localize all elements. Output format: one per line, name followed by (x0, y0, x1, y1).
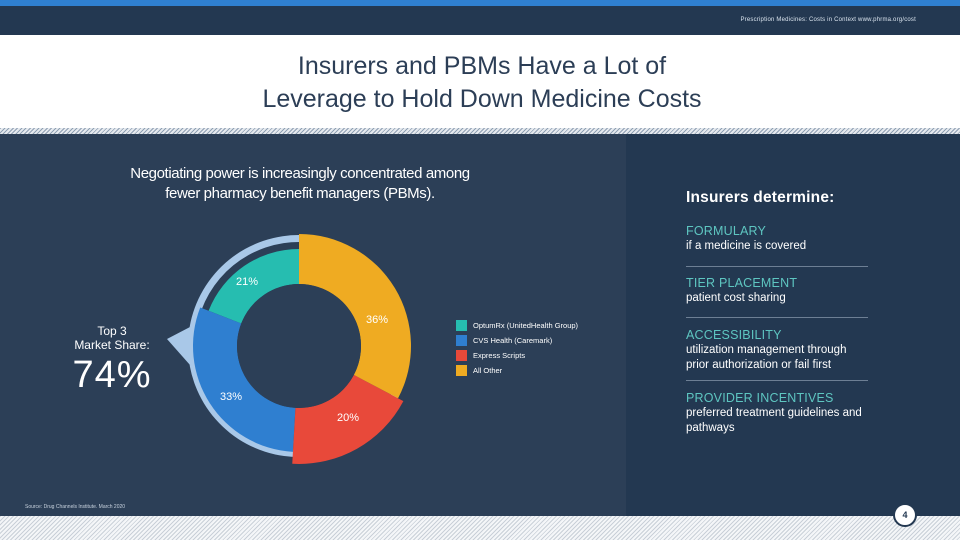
title-line-1: Insurers and PBMs Have a Lot of (297, 52, 667, 80)
item-provider-incentives: PROVIDER INCENTIVES preferred treatment … (686, 391, 868, 436)
legend-label: Express Scripts (473, 351, 526, 360)
header-strip (0, 6, 960, 35)
legend-item-express-scripts: Express Scripts (456, 348, 578, 363)
footer-hatch (0, 516, 960, 540)
item-description: if a medicine is covered (686, 240, 807, 252)
slice-label-all-other: 36% (366, 314, 388, 326)
slice-label-optumrx: 21% (236, 276, 258, 288)
title-line-2: Leverage to Hold Down Medicine Costs (262, 85, 702, 113)
legend-swatch (456, 350, 467, 361)
divider (686, 380, 868, 381)
title-area (0, 35, 960, 129)
legend-swatch (456, 365, 467, 376)
subtitle-line-1: Negotiating power is increasingly concen… (130, 165, 470, 182)
header-tagline: Prescription Medicines: Costs in Context… (740, 17, 916, 23)
slice-label-express-scripts: 20% (337, 412, 359, 424)
market-share-label: Top 3 Market Share: (66, 324, 158, 352)
divider (686, 317, 868, 318)
legend-item-all-other: All Other (456, 363, 578, 378)
divider (686, 266, 868, 267)
insurers-heading: Insurers determine: (686, 189, 835, 206)
item-title: PROVIDER INCENTIVES (686, 391, 834, 405)
slide-title: Insurers and PBMs Have a Lot of Leverage… (0, 50, 960, 116)
item-description: patient cost sharing (686, 292, 786, 304)
subtitle-line-2: fewer pharmacy benefit managers (PBMs). (165, 185, 435, 202)
market-share-label-line-1: Top 3 (97, 324, 127, 338)
title-divider-hatch (0, 128, 960, 134)
item-title: ACCESSIBILITY (686, 328, 782, 342)
legend-label: CVS Health (Caremark) (473, 336, 553, 345)
source-note: Source: Drug Channels Institute. March 2… (25, 504, 126, 510)
legend-label: OptumRx (UnitedHealth Group) (473, 321, 579, 330)
bracket-pointer (167, 327, 190, 365)
legend-swatch (456, 320, 467, 331)
item-formulary: FORMULARY if a medicine is covered (686, 224, 868, 254)
market-share-label-line-2: Market Share: (74, 338, 150, 352)
item-description: utilization management through prior aut… (686, 344, 847, 371)
legend-swatch (456, 335, 467, 346)
item-accessibility: ACCESSIBILITY utilization management thr… (686, 328, 868, 373)
donut-hole (237, 284, 361, 408)
donut-chart: 21% 33% 20% 36% (167, 234, 411, 464)
item-title: FORMULARY (686, 224, 767, 238)
slice-cvs-health (192, 307, 296, 452)
legend-item-optumrx: OptumRx (UnitedHealth Group) (456, 318, 578, 333)
legend-item-cvs-health: CVS Health (Caremark) (456, 333, 578, 348)
market-share-value: 74% (72, 354, 152, 396)
page-number: 4 (893, 503, 917, 527)
legend-label: All Other (473, 366, 503, 375)
insurers-panel (626, 134, 960, 516)
top-accent-bar (0, 0, 960, 6)
item-description: preferred treatment guidelines and pathw… (686, 407, 862, 434)
slice-optumrx (208, 249, 299, 324)
slice-express-scripts (292, 374, 404, 464)
item-tier-placement: TIER PLACEMENT patient cost sharing (686, 276, 868, 306)
chart-legend: OptumRx (UnitedHealth Group) CVS Health (… (456, 318, 578, 378)
chart-subtitle: Negotiating power is increasingly concen… (90, 164, 510, 204)
slice-all-other (299, 234, 411, 399)
item-title: TIER PLACEMENT (686, 276, 798, 290)
slice-label-cvs-health: 33% (220, 391, 242, 403)
